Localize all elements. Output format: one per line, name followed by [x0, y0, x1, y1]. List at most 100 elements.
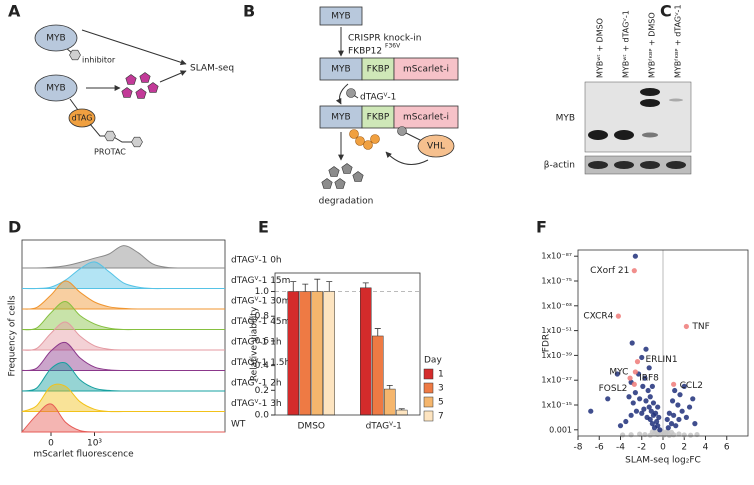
- y-tick-label: 1x10⁻³⁹: [541, 351, 572, 360]
- blot-bands: [588, 161, 686, 169]
- arrow: [385, 151, 429, 165]
- degraded-fragment: [139, 72, 151, 83]
- lane-label: MYBʷᵗ + dTAGⱽ-1: [622, 10, 631, 78]
- data-point: [628, 432, 634, 438]
- lane-label: MYBᶠᴷᴮᴾ + dTAGⱽ-1: [674, 4, 683, 78]
- data-point: [644, 414, 650, 420]
- bar: [360, 287, 372, 416]
- point-label: CXorf 21: [590, 266, 629, 276]
- degraded-fragment: [121, 87, 133, 98]
- node-label: MYB: [46, 84, 65, 94]
- data-point: [650, 400, 657, 406]
- legend-label: dTAGⱽ-1 45m: [231, 317, 290, 327]
- data-point: [632, 369, 638, 375]
- data-point: [656, 414, 662, 420]
- x-tick-label: -4: [616, 443, 625, 453]
- degraded-fragment: [147, 82, 159, 93]
- link: [69, 98, 79, 111]
- degraded-fragment: [321, 178, 333, 189]
- y-tick-label: 1x10⁻¹⁵: [541, 401, 572, 410]
- data-point: [643, 398, 649, 404]
- plot-frame: [577, 249, 749, 437]
- y-tick-label: 0.6: [255, 336, 270, 346]
- protac-ligand: [131, 136, 143, 148]
- data-point: [639, 410, 645, 416]
- degraded-fragment: [125, 74, 137, 85]
- data-point: [654, 418, 660, 425]
- data-point: [643, 346, 649, 352]
- dtag-molecule: [346, 88, 356, 98]
- data-point: [645, 387, 651, 394]
- data-point: [637, 431, 643, 437]
- data-point: [646, 404, 652, 410]
- data-point: [640, 383, 646, 389]
- myb-protein: [34, 74, 78, 102]
- data-point: [646, 365, 652, 371]
- degraded-fragment: [135, 88, 147, 99]
- error-bar: [314, 278, 321, 292]
- y-tick-label: 1x10⁻⁷⁵: [541, 277, 572, 286]
- error-bar: [290, 281, 297, 292]
- panel-c: C MYBʷᵗ + DMSO MYBʷᵗ + dTAGⱽ-1 MYBᶠᴷᴮᴾ +…: [544, 2, 692, 175]
- point-label: MYC: [609, 367, 628, 377]
- x-tick-label: 2: [681, 443, 687, 453]
- density-curve: [20, 403, 225, 433]
- data-point: [649, 421, 655, 427]
- data-point: [683, 323, 689, 330]
- data-point: [675, 402, 681, 408]
- density-curve: [21, 341, 225, 372]
- point-label: TNF: [691, 322, 709, 332]
- data-point: [651, 425, 658, 431]
- step-label-sup: F36V: [385, 43, 401, 50]
- row-label: β-actin: [544, 161, 575, 171]
- degraded-fragment: [328, 166, 340, 177]
- y-tick-label: 1.0: [255, 287, 270, 297]
- bar: [299, 291, 311, 416]
- data-point: [649, 429, 655, 435]
- density-curve: [21, 245, 225, 269]
- data-point: [672, 387, 678, 394]
- bar: [372, 335, 384, 416]
- data-point: [688, 432, 694, 438]
- blot-actin: [584, 155, 692, 175]
- step-label: CRISPR knock-in: [348, 34, 421, 44]
- x-tick-label: 0: [48, 439, 54, 449]
- x-tick-label: -2: [637, 443, 646, 453]
- data-point: [623, 418, 629, 425]
- panel-label: A: [8, 2, 21, 21]
- error-bar: [302, 283, 309, 292]
- y-tick-label: 0.001: [549, 425, 572, 434]
- data-point: [634, 359, 641, 365]
- dtag-molecule: [397, 126, 407, 136]
- data-point: [631, 381, 637, 387]
- bar: [396, 409, 408, 416]
- panel-a: A MYB inhibitor SLAM-seq MYB dTAG PROTAC: [8, 2, 234, 157]
- data-point: [655, 404, 661, 410]
- data-point: [647, 394, 653, 400]
- y-tick-label: 1x10⁻⁶³: [541, 301, 572, 310]
- legend-label: WT: [231, 420, 246, 430]
- data-point: [649, 383, 655, 389]
- error-bar: [374, 328, 381, 336]
- node-label: VHL: [427, 142, 445, 152]
- point-label: FOSL2: [599, 384, 628, 394]
- y-tick-label: 0.0: [255, 411, 270, 421]
- data-point: [679, 408, 685, 414]
- bar: [384, 388, 396, 416]
- bar: [311, 291, 323, 416]
- node-label: MYB: [331, 65, 350, 75]
- node-label: degradation: [319, 197, 374, 207]
- data-point: [588, 408, 594, 414]
- data-point: [657, 427, 663, 433]
- panel-b: B MYB CRISPR knock-in FKBP12 F36V MYB FK…: [243, 2, 459, 207]
- density-curve: [21, 301, 225, 331]
- x-tick-label: -6: [595, 443, 604, 453]
- legend-swatch: [423, 410, 434, 422]
- error-bar: [386, 384, 393, 390]
- density-curve: [21, 321, 225, 351]
- data-point: [666, 410, 672, 416]
- node-label: MYB: [331, 12, 350, 22]
- dtag-tag: [68, 108, 96, 128]
- myb-protein: [34, 24, 78, 52]
- data-point: [669, 398, 676, 404]
